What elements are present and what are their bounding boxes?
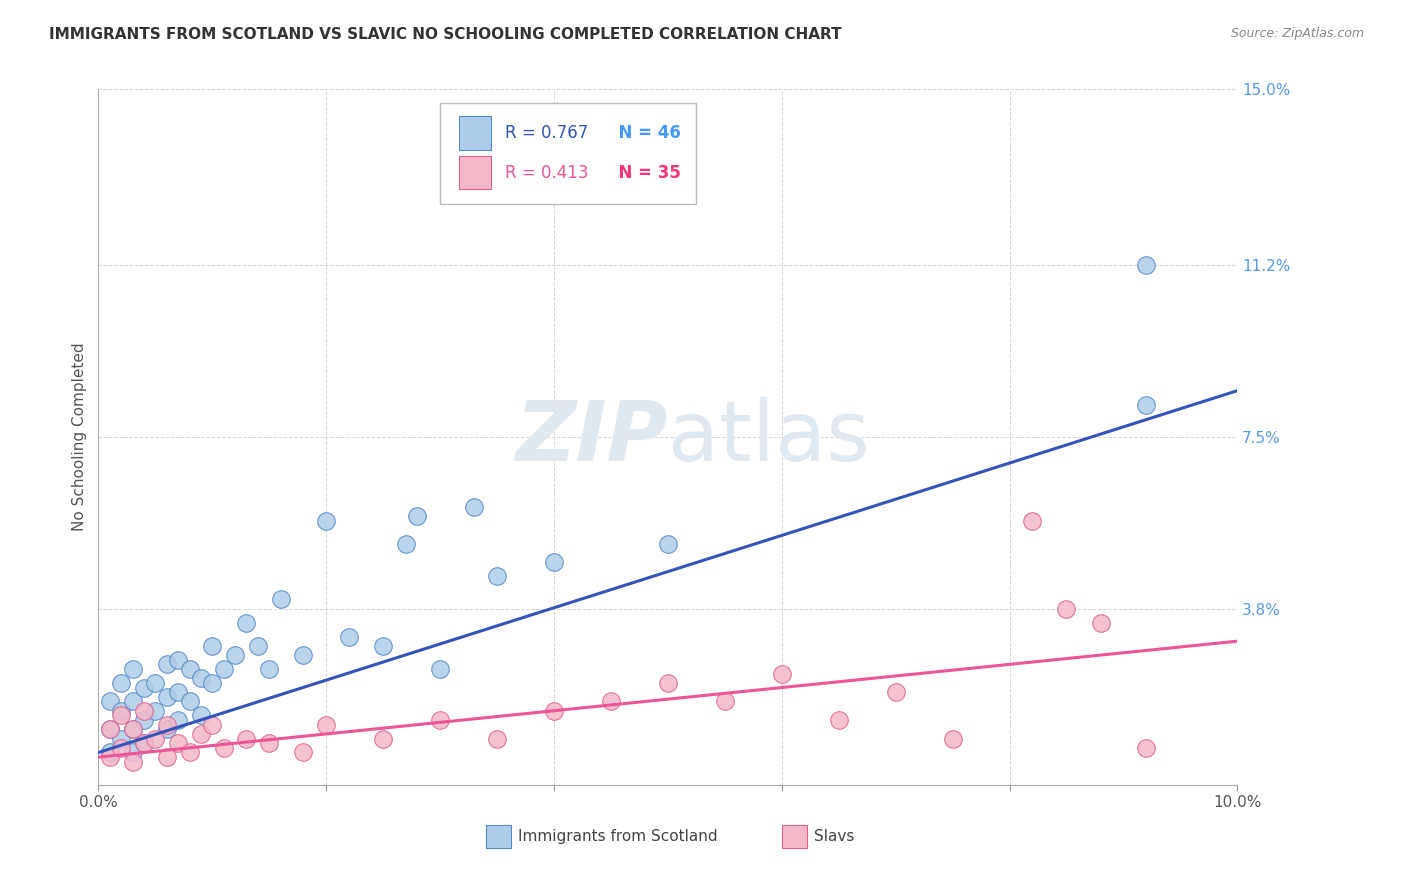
Point: [1090, 615, 1112, 630]
Point: [156, 657, 179, 672]
Point: [110, 676, 132, 690]
Point: [190, 727, 212, 741]
Point: [167, 736, 190, 750]
Point: [121, 694, 143, 708]
Point: [292, 648, 315, 662]
Point: [145, 704, 167, 718]
Point: [270, 592, 292, 607]
Text: N = 46: N = 46: [607, 124, 682, 142]
Point: [406, 508, 429, 523]
Point: [1135, 259, 1157, 273]
Point: [657, 676, 679, 690]
Point: [884, 685, 907, 699]
Point: [486, 569, 509, 583]
Point: [1021, 514, 1043, 528]
FancyBboxPatch shape: [460, 156, 491, 189]
Point: [212, 740, 235, 755]
Point: [246, 639, 269, 653]
Point: [110, 740, 132, 755]
Point: [657, 537, 679, 551]
Point: [373, 639, 395, 653]
Point: [373, 731, 395, 746]
Point: [1135, 740, 1157, 755]
Point: [167, 713, 190, 727]
Point: [600, 694, 623, 708]
Point: [156, 690, 179, 704]
Point: [179, 746, 201, 760]
Point: [145, 731, 167, 746]
Point: [156, 750, 179, 764]
Point: [132, 736, 155, 750]
Point: [486, 731, 509, 746]
Point: [156, 717, 179, 731]
Point: [98, 723, 121, 737]
Text: ZIP: ZIP: [515, 397, 668, 477]
Point: [201, 639, 224, 653]
Point: [201, 717, 224, 731]
Point: [145, 676, 167, 690]
Text: Slavs: Slavs: [814, 829, 853, 844]
Point: [132, 736, 155, 750]
Point: [110, 704, 132, 718]
Point: [235, 731, 257, 746]
Point: [463, 500, 485, 514]
Point: [167, 653, 190, 667]
Point: [190, 671, 212, 685]
Point: [770, 666, 793, 681]
Point: [224, 648, 246, 662]
Point: [110, 731, 132, 746]
Point: [121, 723, 143, 737]
Point: [259, 736, 281, 750]
Point: [132, 704, 155, 718]
Point: [121, 746, 143, 760]
Point: [828, 713, 851, 727]
Point: [543, 704, 565, 718]
Point: [292, 746, 315, 760]
Point: [179, 694, 201, 708]
Text: N = 35: N = 35: [607, 164, 682, 182]
Point: [98, 723, 121, 737]
Point: [98, 694, 121, 708]
FancyBboxPatch shape: [460, 116, 491, 150]
Point: [429, 662, 451, 676]
Point: [98, 750, 121, 764]
Point: [235, 615, 257, 630]
Point: [110, 708, 132, 723]
Point: [315, 514, 337, 528]
Text: R = 0.413: R = 0.413: [505, 164, 589, 182]
Point: [942, 731, 965, 746]
Point: [132, 681, 155, 695]
Point: [156, 723, 179, 737]
Point: [714, 694, 737, 708]
Point: [1135, 398, 1157, 412]
FancyBboxPatch shape: [485, 825, 510, 847]
Text: Source: ZipAtlas.com: Source: ZipAtlas.com: [1230, 27, 1364, 40]
Point: [132, 713, 155, 727]
Point: [543, 555, 565, 569]
Point: [201, 676, 224, 690]
Text: IMMIGRANTS FROM SCOTLAND VS SLAVIC NO SCHOOLING COMPLETED CORRELATION CHART: IMMIGRANTS FROM SCOTLAND VS SLAVIC NO SC…: [49, 27, 842, 42]
Point: [1056, 601, 1078, 615]
Point: [190, 708, 212, 723]
Point: [429, 713, 451, 727]
Point: [121, 662, 143, 676]
Point: [395, 537, 418, 551]
Point: [121, 755, 143, 769]
Point: [179, 662, 201, 676]
Text: Immigrants from Scotland: Immigrants from Scotland: [517, 829, 717, 844]
FancyBboxPatch shape: [782, 825, 807, 847]
Text: R = 0.767: R = 0.767: [505, 124, 588, 142]
Point: [259, 662, 281, 676]
Point: [337, 630, 360, 644]
Point: [212, 662, 235, 676]
Text: atlas: atlas: [668, 397, 869, 477]
FancyBboxPatch shape: [440, 103, 696, 204]
Point: [121, 723, 143, 737]
Point: [315, 717, 337, 731]
Point: [98, 746, 121, 760]
Point: [167, 685, 190, 699]
Y-axis label: No Schooling Completed: No Schooling Completed: [72, 343, 87, 532]
